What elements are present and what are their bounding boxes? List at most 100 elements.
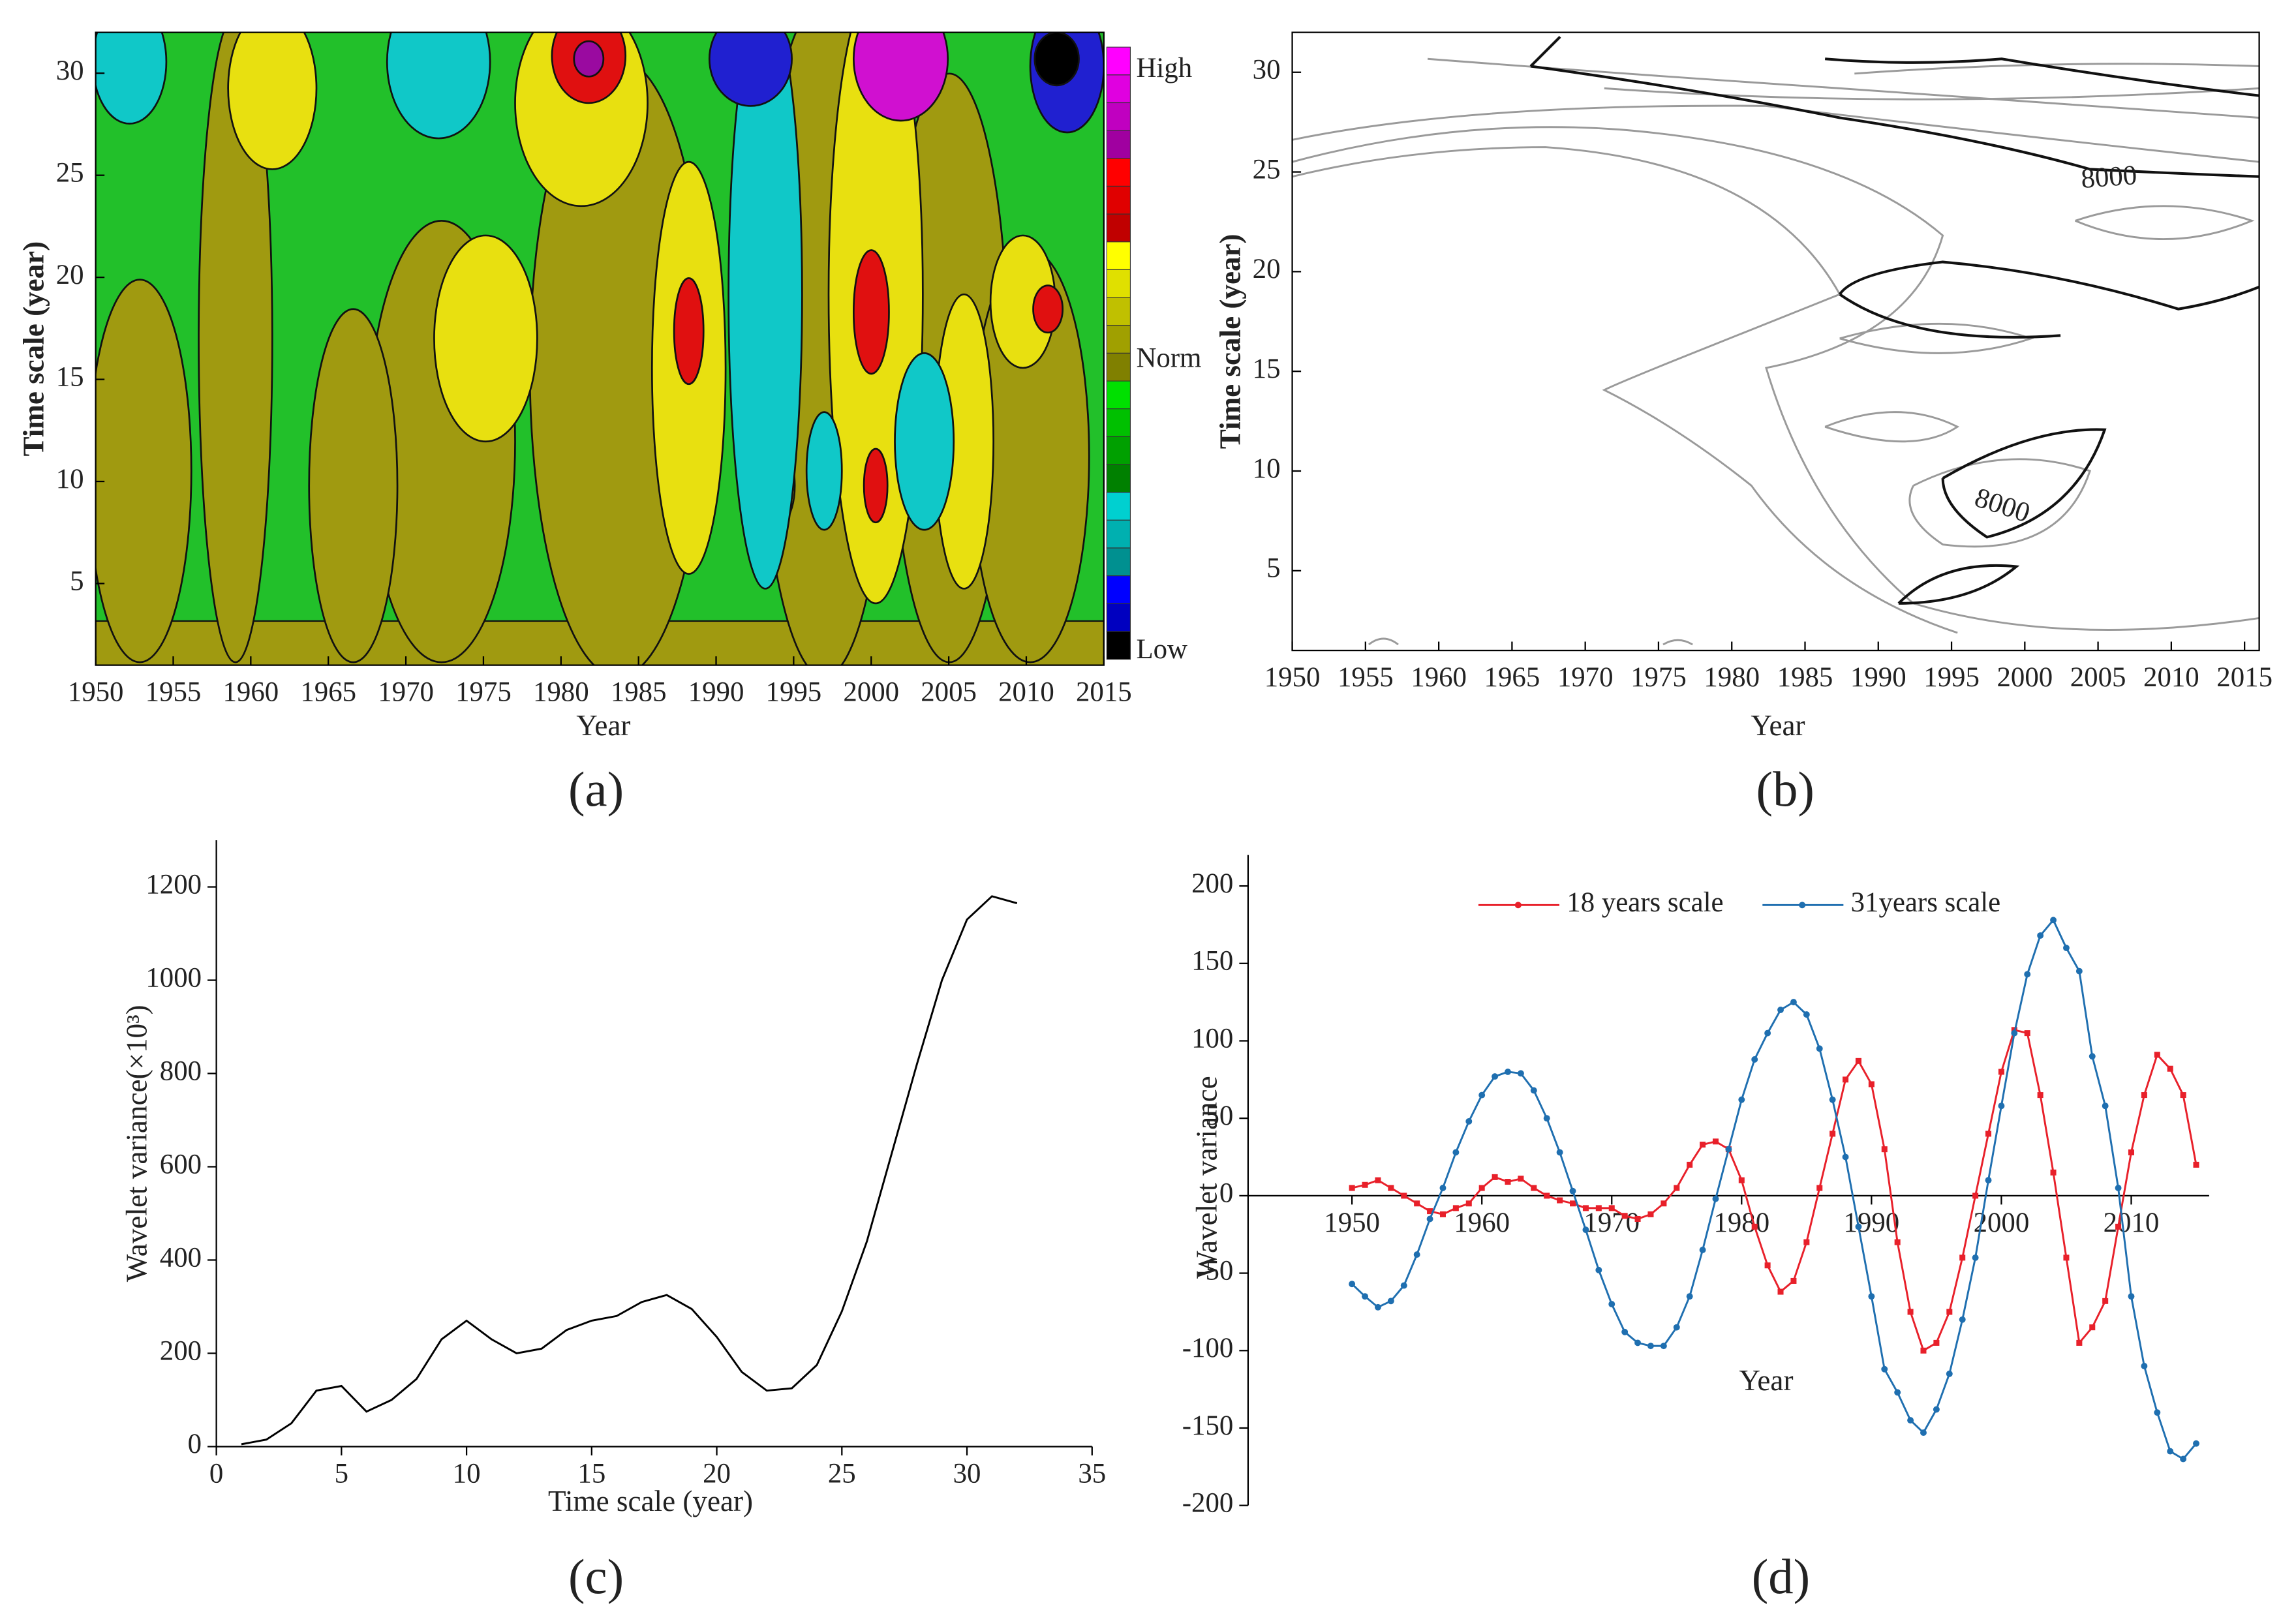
data-point bbox=[2128, 1149, 2134, 1155]
data-point bbox=[2180, 1455, 2187, 1463]
data-point bbox=[1985, 1177, 1992, 1184]
x-tick-label: 1950 bbox=[68, 677, 124, 708]
data-point bbox=[1816, 1045, 1823, 1052]
data-point bbox=[1764, 1029, 1771, 1037]
x-tick-label: 1960 bbox=[1454, 1208, 1510, 1238]
data-point bbox=[1595, 1266, 1602, 1273]
data-point bbox=[1920, 1347, 1927, 1354]
x-tick-label: 35 bbox=[1078, 1458, 1106, 1489]
y-tick-label: 15 bbox=[56, 361, 84, 392]
data-point bbox=[2076, 1339, 2083, 1346]
data-point bbox=[1349, 1185, 1355, 1191]
y-tick-label: -200 bbox=[1182, 1487, 1234, 1518]
colorbar-cell bbox=[1106, 547, 1131, 577]
data-point bbox=[1751, 1223, 1758, 1230]
data-point bbox=[1492, 1073, 1499, 1080]
y-tick-label: 1000 bbox=[145, 962, 202, 993]
contour-line bbox=[1368, 637, 1399, 646]
y-tick-label: 400 bbox=[160, 1242, 202, 1273]
x-tick-label: 1950 bbox=[1264, 662, 1321, 693]
data-point bbox=[1362, 1181, 1368, 1188]
data-point bbox=[1985, 1131, 1992, 1137]
contour-region bbox=[573, 40, 605, 78]
data-point bbox=[1725, 1146, 1732, 1153]
data-line bbox=[1351, 1029, 2197, 1352]
data-point bbox=[2180, 1092, 2186, 1099]
data-point bbox=[1907, 1309, 1914, 1315]
data-point bbox=[1427, 1208, 1433, 1215]
colorbar-cell bbox=[1106, 297, 1131, 326]
x-tick-label: 1960 bbox=[223, 677, 279, 708]
data-point bbox=[1777, 1007, 1784, 1013]
data-point bbox=[1595, 1205, 1602, 1211]
y-axis-label: Wavelet variance(×10³) bbox=[121, 1005, 153, 1282]
data-point bbox=[1661, 1200, 1667, 1207]
data-point bbox=[1712, 1138, 1719, 1145]
contour-line bbox=[1839, 322, 2034, 354]
x-tick-label: 1980 bbox=[533, 677, 589, 708]
data-point bbox=[1790, 1277, 1797, 1284]
contour-region bbox=[386, 32, 491, 140]
data-point bbox=[1777, 1288, 1784, 1295]
data-point bbox=[2102, 1298, 2109, 1304]
data-point bbox=[1413, 1251, 1420, 1258]
contour-region bbox=[198, 32, 273, 663]
contour-region bbox=[805, 411, 843, 531]
data-point bbox=[1439, 1185, 1446, 1191]
data-point bbox=[1375, 1177, 1381, 1183]
y-tick-label: 200 bbox=[1191, 868, 1233, 899]
data-point bbox=[2037, 932, 2044, 939]
colorbar-cell bbox=[1106, 575, 1131, 604]
data-point bbox=[1686, 1293, 1693, 1300]
data-point bbox=[2115, 1185, 2122, 1191]
colorbar-cell bbox=[1106, 74, 1131, 104]
x-tick-label: 0 bbox=[209, 1458, 223, 1489]
data-point bbox=[1843, 1076, 1849, 1083]
y-axis-label: Time scale (year) bbox=[1214, 234, 1247, 449]
contour-region bbox=[853, 32, 949, 122]
data-point bbox=[1933, 1406, 1940, 1413]
x-tick-label: 2000 bbox=[843, 677, 899, 708]
x-axis-label: Year bbox=[1739, 1364, 1793, 1397]
data-point bbox=[1400, 1282, 1407, 1289]
data-point bbox=[1933, 1339, 1940, 1346]
x-tick-label: 20 bbox=[703, 1458, 731, 1489]
data-point bbox=[1829, 1131, 1836, 1137]
data-point bbox=[1621, 1213, 1628, 1219]
data-point bbox=[1557, 1197, 1563, 1204]
data-point bbox=[2011, 1029, 2018, 1037]
data-point bbox=[2062, 945, 2070, 952]
y-axis-label: Wavelet variance bbox=[1191, 1076, 1223, 1279]
data-point bbox=[1362, 1293, 1369, 1300]
y-tick-label: 600 bbox=[160, 1149, 202, 1179]
data-point bbox=[1518, 1176, 1524, 1182]
data-point bbox=[1751, 1056, 1758, 1063]
data-point bbox=[1465, 1200, 1472, 1207]
data-point bbox=[1687, 1161, 1693, 1168]
colorbar-cell bbox=[1106, 158, 1131, 187]
y-tick-label: 200 bbox=[160, 1335, 202, 1366]
data-point bbox=[2141, 1363, 2148, 1369]
data-point bbox=[1478, 1091, 1486, 1099]
data-point bbox=[2154, 1409, 2161, 1416]
contour-line-major bbox=[1897, 564, 2020, 605]
x-tick-label: 2015 bbox=[1076, 677, 1132, 708]
colorbar-cell bbox=[1106, 436, 1131, 465]
x-tick-label: 2000 bbox=[1997, 662, 2053, 693]
y-tick-label: 30 bbox=[1253, 55, 1281, 85]
data-point bbox=[2075, 967, 2083, 975]
colorbar-cell bbox=[1106, 408, 1131, 437]
contour-line bbox=[1292, 104, 2259, 163]
data-point bbox=[1712, 1195, 1719, 1202]
colorbar-cell bbox=[1106, 631, 1131, 660]
contour-region bbox=[1033, 32, 1080, 87]
data-point bbox=[1492, 1174, 1498, 1180]
x-tick-label: 1990 bbox=[688, 677, 744, 708]
y-tick-label: 20 bbox=[56, 260, 84, 290]
contour-line bbox=[1292, 146, 1958, 634]
legend-label: 18 years scale bbox=[1567, 887, 1723, 918]
data-point bbox=[1998, 1069, 2004, 1075]
data-point bbox=[2167, 1448, 2174, 1455]
data-point bbox=[2193, 1161, 2199, 1168]
data-point bbox=[1634, 1339, 1642, 1346]
